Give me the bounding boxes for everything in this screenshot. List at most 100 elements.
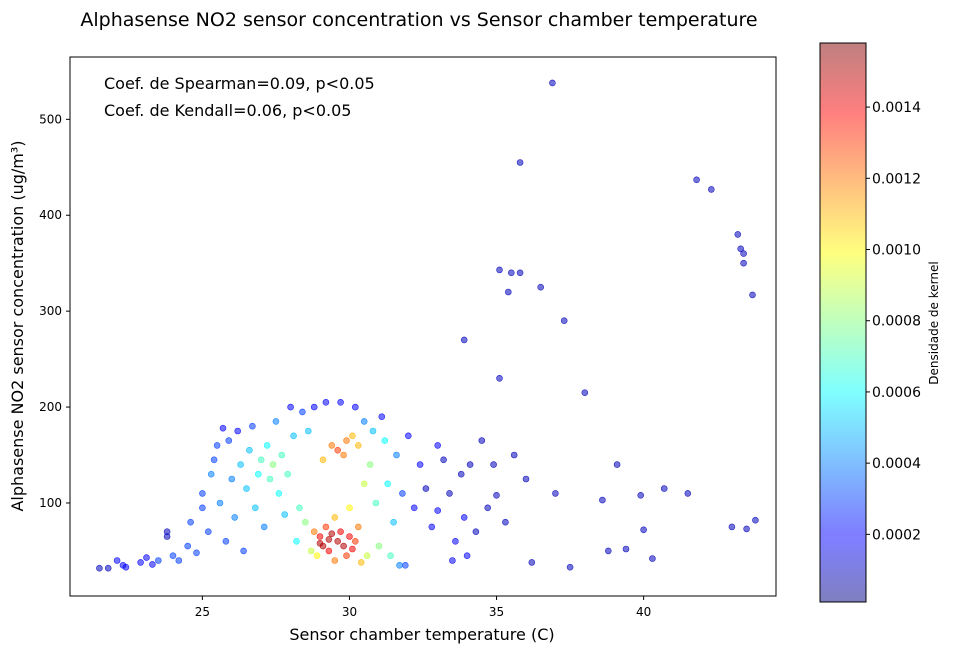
scatter-point [328,530,336,538]
x-axis-ticks: 25 30 35 40 [195,596,651,619]
scatter-point [752,516,759,524]
scatter-point [325,547,333,555]
scatter-point [404,432,412,440]
scatter-point [496,374,503,382]
scatter-point [566,563,574,571]
scatter-point [734,231,742,238]
scatter-point [360,480,368,488]
scatter-point [743,525,750,533]
scatter-point [287,403,294,411]
scatter-point [322,398,330,406]
scatter-point [552,490,559,497]
scatter-point [507,269,515,277]
scatter-point [728,523,736,531]
scatter-point [313,552,321,560]
scatter-point [296,504,303,512]
scatter-point [346,504,353,512]
scatter-point [369,427,377,435]
x-tick-label: 40 [636,605,651,619]
scatter-point [143,554,150,561]
x-tick-label: 25 [195,605,210,619]
scatter-point [343,437,350,444]
scatter-point [478,437,486,444]
scatter-point [528,559,536,566]
scatter-point [522,475,530,483]
scatter-point [707,186,715,193]
scatter-point [452,537,459,545]
scatter-point [299,408,306,416]
scatter-point [363,552,371,560]
y-tick-label: 200 [39,400,62,414]
scatter-point [422,485,430,492]
scatter-point [205,528,212,536]
scatter-point [351,403,359,411]
x-tick-label: 30 [342,605,357,619]
scatter-point [510,451,518,459]
colorbar-tick-label: 0.0008 [872,314,921,330]
y-tick-label: 100 [39,496,62,510]
scatter-point [304,427,312,435]
scatter-point [310,528,318,536]
scatter-point [169,552,177,560]
colorbar-tick-label: 0.0002 [872,527,921,543]
scatter-point [281,511,289,518]
scatter-point [284,470,292,478]
x-axis-label: Sensor chamber temperature (C) [289,625,554,644]
plot-area [69,56,777,597]
y-axis-ticks: 100 200 300 400 500 [39,112,70,510]
colorbar-ticks: 0.0002 0.0004 0.0006 0.0008 0.0010 0.0012 0.00… [866,100,921,543]
scatter-point [231,514,238,521]
scatter-point [472,528,480,536]
scatter-point [263,442,271,449]
scatter-point [446,490,453,497]
scatter-point [387,552,394,560]
kendall-annotation: Coef. de Kendall=0.06, p<0.05 [104,101,351,120]
scatter-point [343,552,350,560]
scatter-point [216,499,224,507]
scatter-point [316,533,324,540]
scatter-point [222,537,230,545]
scatter-point [504,288,512,296]
scatter-point [637,491,645,499]
scatter-point [401,561,409,569]
scatter-point [496,266,503,274]
y-tick-label: 500 [39,112,62,126]
scatter-point [349,432,356,440]
scatter-point [749,291,756,299]
colorbar-tick-label: 0.0014 [872,100,921,116]
scatter-point [257,456,265,464]
scatter-point [234,427,241,435]
scatter-point [207,470,215,478]
scatter-point [319,456,327,464]
y-tick-label: 300 [39,304,62,318]
scatter-point [278,451,286,459]
scatter-point [549,79,556,87]
scatter-point [434,442,442,449]
spearman-annotation: Coef. de Spearman=0.09, p<0.05 [104,74,375,93]
scatter-point [175,557,183,564]
scatter-point [660,485,668,492]
scatter-point [328,442,336,449]
scatter-point [272,418,280,425]
scatter-point [193,549,200,557]
scatter-point [351,537,359,545]
scatter-point [210,456,218,464]
scatter-point [396,561,403,569]
scatter-point [96,564,103,572]
scatter-point [293,537,300,545]
scatter-point [410,504,418,512]
scatter-point [346,533,353,540]
scatter-point [252,504,259,512]
scatter-point [502,518,509,526]
scatter-point [337,528,344,536]
colorbar-tick-label: 0.0006 [872,385,921,401]
scatter-point [740,259,747,267]
scatter-point [155,557,162,564]
scatter-point [149,561,156,568]
scatter-point [357,559,365,566]
scatter-point [484,504,492,512]
scatter-point [290,432,297,440]
scatter-point [331,514,339,521]
scatter-point [537,283,545,291]
